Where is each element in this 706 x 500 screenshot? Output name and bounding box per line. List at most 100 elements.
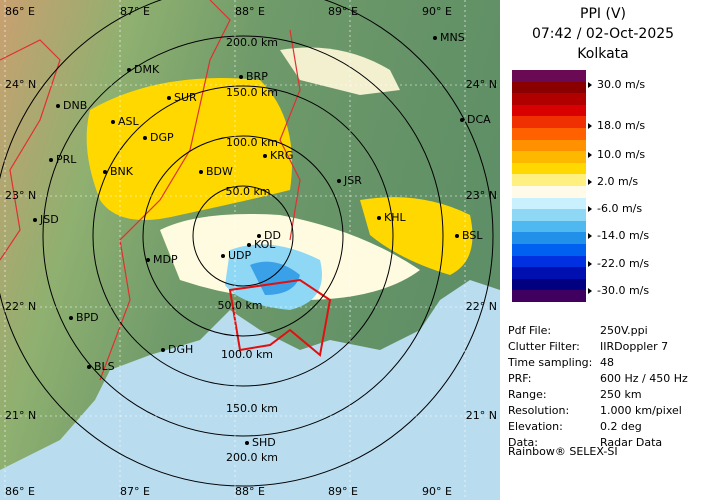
cities: KHL xyxy=(384,211,406,224)
cities: UDP xyxy=(228,249,252,262)
lat-labels-right: 24° N xyxy=(466,78,497,91)
city-dot xyxy=(460,118,464,122)
lat-labels-left: 22° N xyxy=(5,300,36,313)
range-labels: 100.0 km xyxy=(226,136,278,149)
cities: BRP xyxy=(246,70,268,83)
city-dot xyxy=(239,75,243,79)
city-dot xyxy=(433,36,437,40)
cities: JSD xyxy=(39,213,59,226)
cities: ASL xyxy=(118,115,140,128)
info-value: 48 xyxy=(600,356,614,369)
info-value: 1.000 km/pixel xyxy=(600,404,682,417)
info-value: 600 Hz / 450 Hz xyxy=(600,372,688,385)
city-dot xyxy=(161,348,165,352)
cities: SHD xyxy=(252,436,276,449)
echo xyxy=(360,197,473,275)
range-rings xyxy=(0,0,494,487)
info-key: Range: xyxy=(508,388,547,401)
lon-labels-bottom: 90° E xyxy=(422,485,452,498)
range-labels: 200.0 km xyxy=(226,451,278,464)
info-key: PRF: xyxy=(508,372,532,385)
info-key: Pdf File: xyxy=(508,324,552,337)
city-dot xyxy=(33,218,37,222)
city-dot xyxy=(167,96,171,100)
city-dot xyxy=(143,136,147,140)
cities: BSL xyxy=(462,229,483,242)
range-labels: 150.0 km xyxy=(226,402,278,415)
sea xyxy=(0,280,500,500)
cities: DGH xyxy=(168,343,193,356)
scale-label: 30.0 m/s xyxy=(587,78,646,91)
info-value: IIRDoppler 7 xyxy=(600,340,669,353)
lon-labels-top: 90° E xyxy=(422,5,452,18)
city-dot xyxy=(146,258,150,262)
lat-labels-left: 21° N xyxy=(5,409,36,422)
cities: DGP xyxy=(150,131,174,144)
echo xyxy=(280,47,400,95)
lat-labels-right: 22° N xyxy=(466,300,497,313)
cities: KOL xyxy=(254,238,276,251)
graticule xyxy=(0,0,500,500)
cities: DMK xyxy=(134,63,160,76)
echo xyxy=(250,261,300,295)
city-dot xyxy=(377,216,381,220)
scale-label: 10.0 m/s xyxy=(587,148,646,161)
info-key: Resolution: xyxy=(508,404,570,417)
scale-label: 18.0 m/s xyxy=(587,119,646,132)
station: Kolkata xyxy=(577,46,629,62)
info-key: Elevation: xyxy=(508,420,563,433)
cities: JSR xyxy=(343,174,362,187)
lon-labels-bottom: 86° E xyxy=(5,485,35,498)
scale-label: -30.0 m/s xyxy=(587,284,650,297)
boundaries xyxy=(0,0,301,381)
cities: BPD xyxy=(76,311,99,324)
info-value: Radar Data xyxy=(600,436,663,449)
side-panel: PPI (V) 07:42 / 02-Oct-2025 Kolkata 30.0… xyxy=(500,0,706,500)
cities: MNS xyxy=(440,31,465,44)
city-dot xyxy=(87,365,91,369)
scale-label: -14.0 m/s xyxy=(587,229,650,242)
lat-labels-left: 23° N xyxy=(5,189,36,202)
cities: BDW xyxy=(206,165,233,178)
city-dot xyxy=(56,104,60,108)
lon-labels-bottom: 89° E xyxy=(328,485,358,498)
city-dot xyxy=(337,179,341,183)
range-labels: 150.0 km xyxy=(226,86,278,99)
footer: Rainbow® SELEX-SI xyxy=(508,445,618,458)
info-value: 0.2 deg xyxy=(600,420,642,433)
city-dot xyxy=(455,234,459,238)
city-dot xyxy=(263,154,267,158)
range-labels: 50.0 km xyxy=(217,299,262,312)
cities: DCA xyxy=(467,113,491,126)
range-labels: 200.0 km xyxy=(226,36,278,49)
lon-labels-top: 87° E xyxy=(120,5,150,18)
city-dot xyxy=(257,234,261,238)
city-dot xyxy=(245,441,249,445)
product: PPI (V) xyxy=(580,6,626,22)
cities: MDP xyxy=(153,253,178,266)
city-dot xyxy=(247,243,251,247)
echo xyxy=(86,78,293,220)
cities: DNB xyxy=(63,99,87,112)
lat-labels-right: 21° N xyxy=(466,409,497,422)
timestamp: 07:42 / 02-Oct-2025 xyxy=(531,26,675,42)
info-key: Clutter Filter: xyxy=(508,340,580,353)
cities: BNK xyxy=(110,165,134,178)
lon-labels-top: 89° E xyxy=(328,5,358,18)
city-dot xyxy=(127,68,131,72)
scale-label: 2.0 m/s xyxy=(587,175,639,188)
info-key: Data: xyxy=(508,436,538,449)
lon-labels-bottom: 87° E xyxy=(120,485,150,498)
lon-labels-top: 88° E xyxy=(235,5,265,18)
info-value: 250V.ppi xyxy=(600,324,648,337)
scale-label: -22.0 m/s xyxy=(587,257,650,270)
cities: PRL xyxy=(56,153,77,166)
rivers xyxy=(228,278,332,357)
radar-map: 86° E 87° E 88° E 89° E 90° E 86° E 87° E 88° E… xyxy=(0,0,500,500)
cities: SUR xyxy=(174,91,197,104)
city-dot xyxy=(111,120,115,124)
city-dot xyxy=(49,158,53,162)
info-value: 250 km xyxy=(600,388,642,401)
info-key: Time sampling: xyxy=(508,356,593,369)
